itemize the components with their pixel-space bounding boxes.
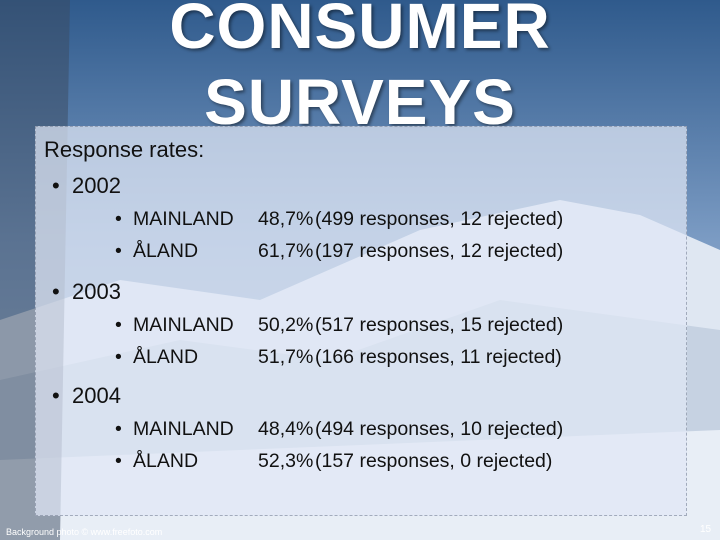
bullet: •	[52, 279, 60, 304]
bullet: •	[115, 418, 122, 440]
bullet: •	[115, 346, 122, 368]
detail: (517 responses, 15 rejected)	[315, 314, 564, 336]
bullet: •	[52, 173, 60, 198]
region: ÅLAND	[133, 450, 199, 472]
bullet: •	[52, 383, 60, 408]
rate: 50,2%	[258, 314, 314, 336]
footer: Background photo © www.freefoto.com	[6, 527, 163, 537]
rate: 52,3%	[258, 450, 314, 472]
rate: 51,7%	[258, 346, 314, 368]
year: 2003	[72, 279, 121, 304]
detail: (197 responses, 12 rejected)	[315, 240, 564, 262]
detail: (499 responses, 12 rejected)	[315, 208, 564, 230]
rate: 61,7%	[258, 240, 314, 262]
rate: 48,7%	[258, 208, 314, 230]
bullet: •	[115, 208, 122, 230]
region: ÅLAND	[133, 346, 199, 368]
year: 2004	[72, 383, 121, 408]
content-panel	[35, 126, 687, 516]
title-line: SURVEYS	[204, 66, 516, 138]
bullet: •	[115, 240, 122, 262]
detail: (157 responses, 0 rejected)	[315, 450, 553, 472]
bullet: •	[115, 314, 122, 336]
region: MAINLAND	[133, 208, 234, 230]
region: MAINLAND	[133, 314, 234, 336]
bullet: •	[115, 450, 122, 472]
page-number: 15	[700, 524, 712, 535]
heading: Response rates:	[44, 137, 205, 162]
detail: (166 responses, 11 rejected)	[315, 346, 562, 368]
year: 2002	[72, 173, 121, 198]
region: ÅLAND	[133, 240, 199, 262]
rate: 48,4%	[258, 418, 314, 440]
region: MAINLAND	[133, 418, 234, 440]
detail: (494 responses, 10 rejected)	[315, 418, 564, 440]
title-line: CONSUMER	[169, 0, 551, 62]
